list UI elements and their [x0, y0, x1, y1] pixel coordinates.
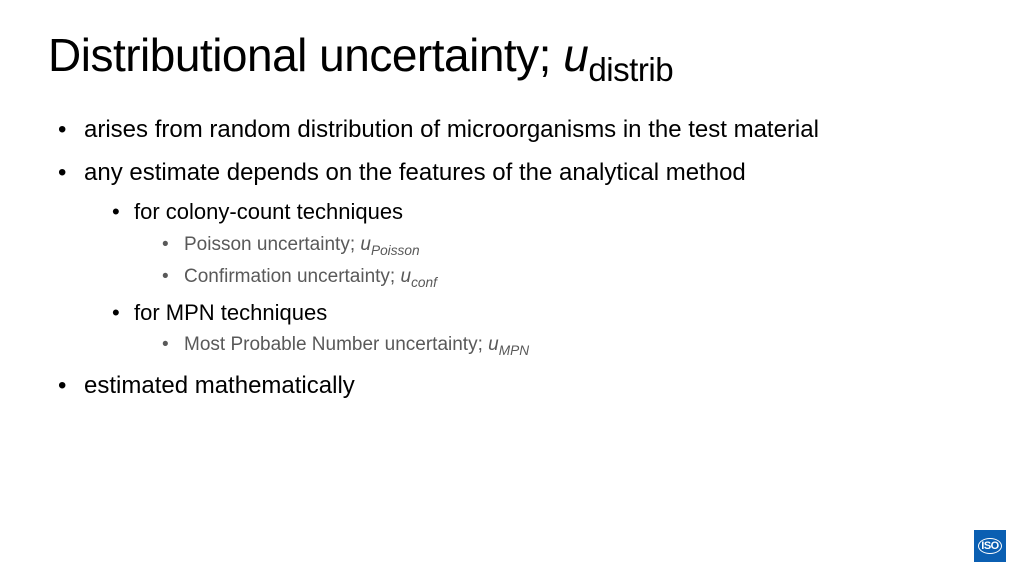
var-symbol: u [401, 266, 412, 287]
bullet-sublist: Poisson uncertainty; uPoisson Confirmati… [134, 232, 976, 292]
list-item: arises from random distribution of micro… [48, 114, 976, 146]
iso-logo-text: ISO [978, 538, 1002, 554]
title-subscript: distrib [588, 52, 673, 89]
list-item: for colony-count techniques Poisson unce… [84, 197, 976, 292]
var-symbol: u [360, 234, 371, 255]
iso-logo: ISO [974, 530, 1006, 562]
var-subscript: MPN [499, 343, 529, 358]
var-symbol: u [488, 334, 499, 355]
bullet-text: arises from random distribution of micro… [84, 116, 819, 143]
list-item: Confirmation uncertainty; uconf [134, 264, 976, 292]
bullet-text: Confirmation uncertainty; [184, 266, 401, 287]
list-item: for MPN techniques Most Probable Number … [84, 298, 976, 361]
bullet-text: Poisson uncertainty; [184, 234, 360, 255]
bullet-text: Most Probable Number uncertainty; [184, 334, 488, 355]
title-var: u [563, 29, 588, 81]
bullet-text: for colony-count techniques [134, 199, 403, 224]
list-item: Most Probable Number uncertainty; uMPN [134, 332, 976, 360]
var-subscript: Poisson [371, 243, 420, 258]
bullet-sublist: Most Probable Number uncertainty; uMPN [134, 332, 976, 360]
list-item: Poisson uncertainty; uPoisson [134, 232, 976, 260]
bullet-text: any estimate depends on the features of … [84, 159, 746, 186]
list-item: estimated mathematically [48, 370, 976, 402]
bullet-text: for MPN techniques [134, 300, 327, 325]
title-text: Distributional uncertainty; [48, 29, 563, 81]
bullet-list: arises from random distribution of micro… [48, 114, 976, 403]
var-subscript: conf [411, 275, 437, 290]
list-item: any estimate depends on the features of … [48, 157, 976, 361]
bullet-text: estimated mathematically [84, 372, 355, 399]
bullet-sublist: for colony-count techniques Poisson unce… [84, 197, 976, 360]
slide-title: Distributional uncertainty; udistrib [48, 28, 976, 90]
